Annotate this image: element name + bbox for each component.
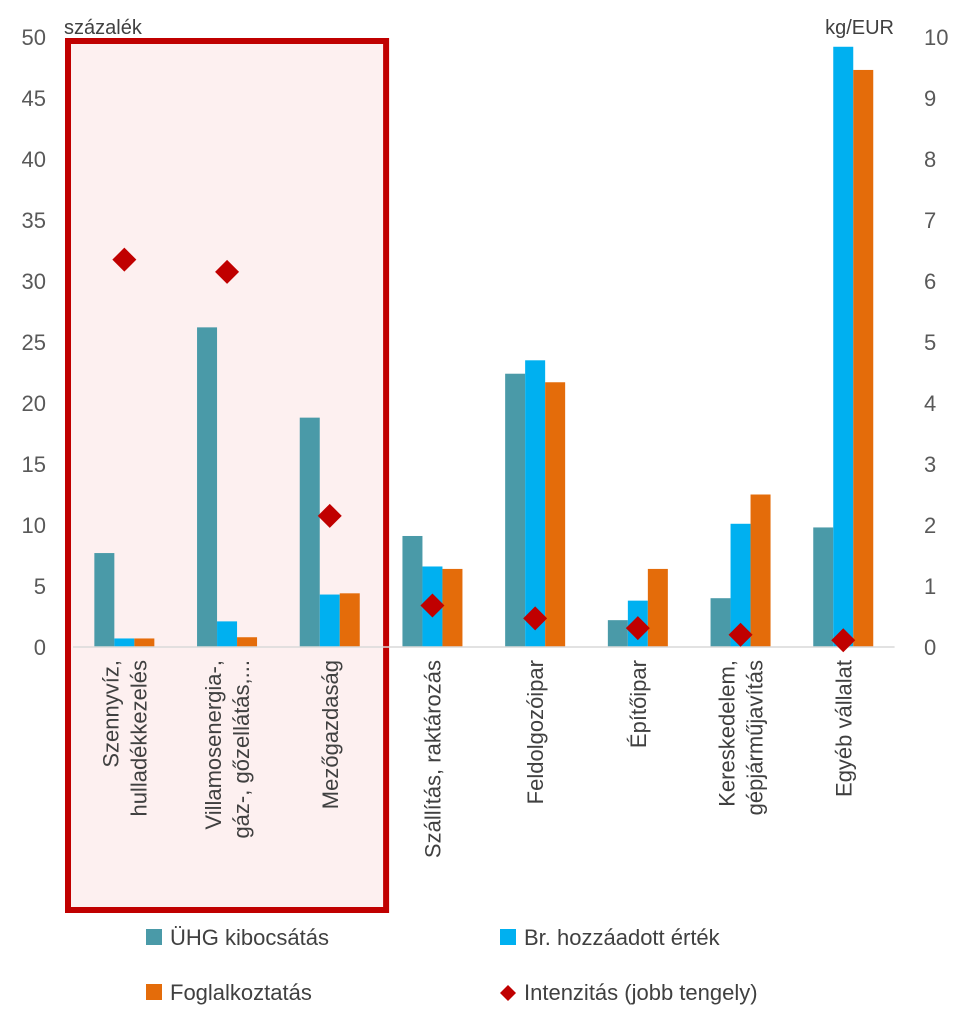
intensity-marker — [728, 622, 753, 647]
category-label: Építőipar — [626, 660, 651, 748]
right-tick-label: 3 — [924, 452, 936, 477]
right-axis-unit: kg/EUR — [825, 17, 894, 39]
legend-swatch — [146, 984, 162, 1000]
left-tick-label: 40 — [22, 147, 46, 172]
intensity-marker — [831, 628, 856, 653]
legend-swatch — [146, 929, 162, 945]
bar — [134, 638, 155, 647]
right-tick-label: 1 — [924, 574, 936, 599]
intensity-marker — [420, 593, 445, 618]
left-tick-label: 50 — [22, 25, 46, 50]
bar — [114, 638, 135, 647]
category-label: Mezőgazdaság — [318, 660, 343, 809]
left-tick-label: 20 — [22, 391, 46, 416]
left-tick-label: 10 — [22, 513, 46, 538]
bar — [545, 382, 566, 647]
bar — [647, 568, 668, 647]
left-tick-label: 0 — [34, 635, 46, 660]
left-tick-label: 45 — [22, 86, 46, 111]
bar — [217, 621, 238, 647]
right-tick-label: 9 — [924, 86, 936, 111]
category-label: gépjárműjavítás — [743, 660, 768, 815]
category-label: Egyéb vállalat — [831, 660, 856, 797]
right-tick-label: 2 — [924, 513, 936, 538]
right-tick-label: 6 — [924, 269, 936, 294]
category-label: Szállítás, raktározás — [420, 660, 445, 858]
bar — [94, 553, 115, 647]
legend-label: Br. hozzáadott érték — [524, 925, 721, 950]
bar — [505, 373, 526, 647]
right-tick-label: 8 — [924, 147, 936, 172]
intensity-marker — [625, 616, 650, 641]
right-tick-label: 7 — [924, 208, 936, 233]
highlight-box — [65, 38, 390, 913]
bar — [197, 327, 218, 647]
bar — [710, 598, 731, 647]
left-tick-label: 5 — [34, 574, 46, 599]
right-tick-label: 4 — [924, 391, 936, 416]
legend-label: Foglalkoztatás — [170, 980, 312, 1005]
bar — [833, 46, 854, 647]
intensity-marker — [317, 503, 342, 528]
legend-swatch — [500, 929, 516, 945]
bar — [607, 620, 628, 647]
category-label: Villamosenergia-, — [201, 660, 226, 830]
category-labels: Szennyvíz, hulladékkezelés Villamosenergia… — [98, 660, 856, 858]
bar — [319, 594, 340, 647]
bar — [853, 69, 874, 647]
right-tick-label: 5 — [924, 330, 936, 355]
left-tick-label: 25 — [22, 330, 46, 355]
bar — [813, 527, 834, 647]
legend-label: Intenzitás (jobb tengely) — [524, 980, 758, 1005]
legend-label: ÜHG kibocsátás — [170, 925, 329, 950]
intensity-marker — [112, 247, 137, 272]
left-tick-label: 30 — [22, 269, 46, 294]
category-label: hulladékkezelés — [126, 660, 151, 817]
category-label: Kereskedelem, — [715, 660, 740, 807]
legend-swatch — [500, 985, 516, 1001]
bars — [94, 46, 874, 647]
bar — [237, 637, 258, 647]
right-tick-label: 10 — [924, 25, 948, 50]
bar — [730, 523, 751, 647]
intensity-markers — [112, 247, 856, 653]
bar — [750, 494, 771, 647]
intensity-marker — [215, 259, 240, 284]
category-label: gáz-, gőzellátás,... — [229, 660, 254, 839]
bar — [442, 568, 463, 647]
bar — [339, 593, 360, 647]
category-label: Feldolgozóipar — [523, 660, 548, 804]
bar — [525, 360, 546, 647]
bar — [402, 535, 423, 647]
category-label: Szennyvíz, — [98, 660, 123, 768]
bar — [299, 417, 320, 647]
intensity-marker — [523, 606, 548, 631]
right-tick-label: 0 — [924, 635, 936, 660]
left-tick-label: 15 — [22, 452, 46, 477]
legend: ÜHG kibocsátás Br. hozzáadott érték Foglal… — [146, 925, 758, 1005]
left-tick-label: 35 — [22, 208, 46, 233]
left-axis-unit: százalék — [64, 17, 143, 39]
